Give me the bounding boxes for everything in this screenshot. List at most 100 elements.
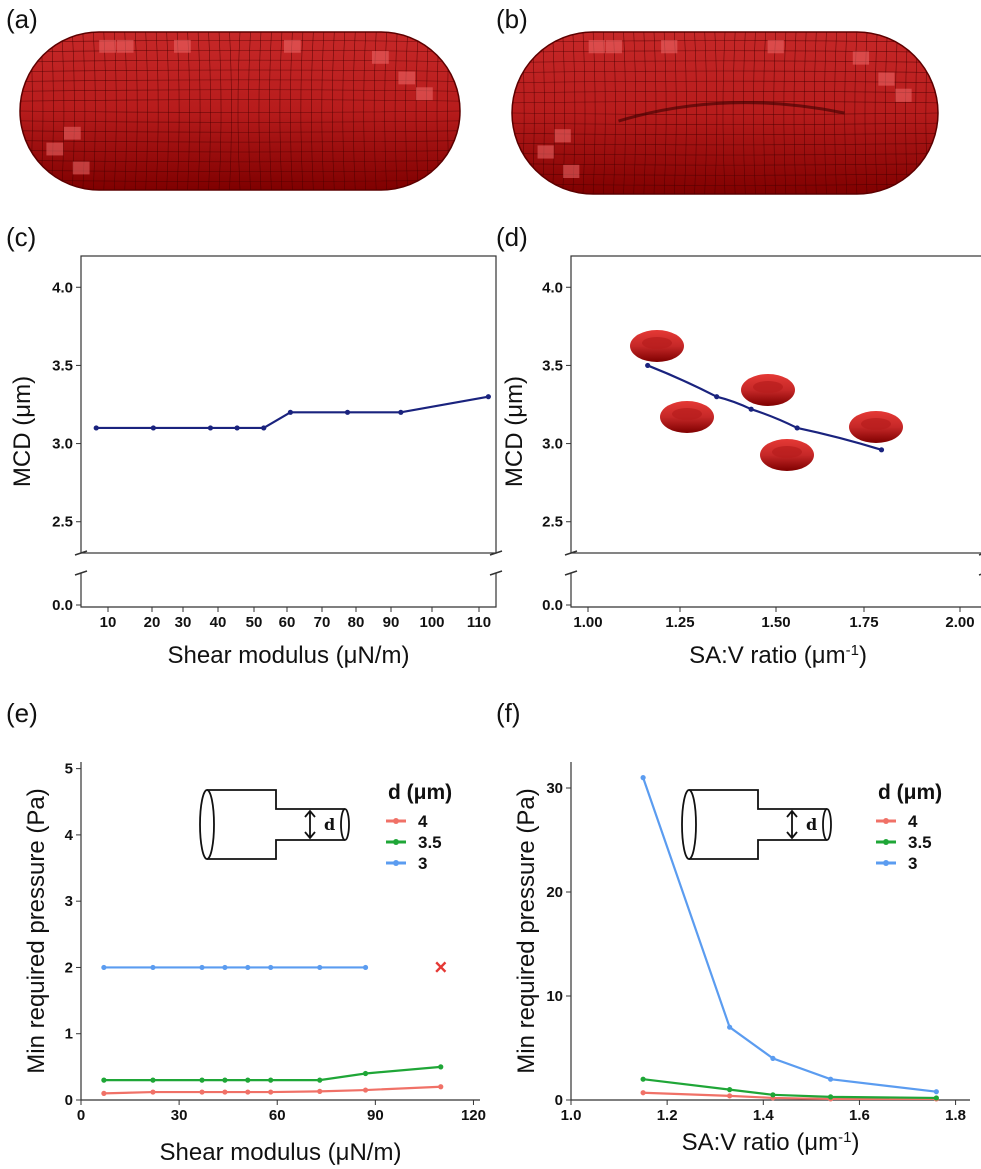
- data-point: [878, 447, 885, 453]
- x-tick-label: 1.00: [573, 614, 602, 631]
- data-point: [199, 964, 205, 971]
- x-axis-label-end: ): [851, 1129, 859, 1156]
- data-point: [748, 406, 754, 412]
- plot-frame-upper: [570, 255, 981, 554]
- y-tick-label: 5: [65, 761, 73, 778]
- y-tick-label: 3.0: [52, 436, 73, 453]
- y-tick-label: 3: [65, 893, 73, 910]
- data-point: [714, 394, 720, 400]
- cell-rendering-b: [511, 31, 939, 195]
- chart-e: 0 30 60 90 120 0 1 2 3 4 5 Shear modulus (μN/m) Min …: [23, 761, 486, 1166]
- data-point: [362, 1070, 369, 1077]
- data-point: [362, 964, 369, 971]
- y-tick-label: 20: [546, 884, 563, 901]
- data-point: [101, 1077, 107, 1083]
- x-axis-label: Shear modulus (μN/m): [160, 1139, 402, 1166]
- y-tick-label: 2.5: [52, 514, 73, 531]
- chart-d: 1.00 1.25 1.50 1.75 2.00 0.0 2.5 3.0 3.5 4.0 SA:V …: [501, 255, 981, 670]
- x-tick-label: 70: [314, 614, 331, 631]
- data-point: [485, 394, 491, 400]
- data-point: [287, 409, 294, 415]
- legend-label: 3.5: [418, 833, 442, 852]
- diameter-arrow: [786, 809, 798, 840]
- data-point: [101, 1090, 107, 1096]
- data-point: [268, 1089, 274, 1095]
- data-point: [93, 425, 99, 431]
- data-point: [150, 1089, 156, 1095]
- y-tick-label: 3.0: [542, 436, 563, 453]
- data-point: [827, 1094, 834, 1100]
- legend-title: d (μm): [878, 781, 942, 804]
- legend-dot: [883, 860, 889, 866]
- rbc-icon: [849, 411, 903, 443]
- data-point: [199, 1089, 205, 1095]
- legend-dot: [393, 818, 399, 824]
- y-tick-label: 0: [555, 1092, 563, 1109]
- data-point: [245, 1089, 251, 1095]
- axis-break-mark: [564, 550, 578, 576]
- x-tick-label: 0: [77, 1107, 85, 1124]
- x-tick-label: 1.2: [657, 1107, 678, 1124]
- data-point: [261, 425, 267, 431]
- legend-dot: [883, 818, 889, 824]
- data-point: [317, 964, 323, 971]
- panel-label-e: (e): [6, 698, 38, 728]
- x-tick-label: 90: [383, 614, 400, 631]
- diameter-label: d: [806, 815, 817, 834]
- chart-c: 10 20 30 40 50 60 70 80 90 100 110 0.0 2.5 3.0 3.5 4.0 S…: [9, 255, 503, 669]
- y-tick-label: 30: [546, 780, 563, 797]
- data-point: [101, 964, 107, 971]
- y-tick-label: 3.5: [542, 357, 563, 374]
- legend-title: d (μm): [388, 781, 452, 804]
- data-point: [398, 409, 404, 415]
- x-tick-label: 2.00: [945, 614, 974, 631]
- x-tick-label: 30: [175, 614, 192, 631]
- data-point: [438, 1084, 444, 1090]
- data-point: [222, 964, 228, 971]
- data-point: [222, 1077, 228, 1083]
- data-point: [645, 362, 651, 369]
- panel-label-f: (f): [496, 698, 521, 728]
- channel-schematic: [199, 789, 350, 860]
- failure-marker: ×: [434, 954, 447, 979]
- data-point: [245, 964, 251, 971]
- legend-dot: [883, 839, 889, 845]
- x-tick-label: 120: [461, 1107, 486, 1124]
- mesh-grid: [512, 32, 938, 194]
- dimple-crease: [618, 101, 845, 123]
- x-tick-label: 10: [100, 614, 117, 631]
- y-tick-label: 2: [65, 959, 73, 976]
- x-axis-label-sup: -1: [838, 1129, 851, 1146]
- legend-label: 3: [908, 854, 917, 873]
- x-tick-label: 1.75: [849, 614, 878, 631]
- data-point: [933, 1089, 939, 1095]
- x-tick-label: 1.8: [945, 1107, 966, 1124]
- x-tick-label: 1.4: [753, 1107, 775, 1124]
- data-point: [794, 425, 800, 431]
- x-tick-label: 90: [367, 1107, 384, 1124]
- y-tick-label: 4.0: [542, 279, 563, 296]
- legend-label: 3: [418, 854, 427, 873]
- axis-break-mark: [74, 550, 88, 576]
- data-point: [150, 964, 156, 971]
- x-tick-label: 30: [171, 1107, 188, 1124]
- x-tick-label: 1.0: [561, 1107, 582, 1124]
- y-tick-label: 1: [65, 1026, 73, 1043]
- y-tick-label: 2.5: [542, 514, 563, 531]
- y-axis-label: MCD (μm): [501, 376, 528, 487]
- data-point: [199, 1077, 205, 1083]
- data-point: [770, 1055, 776, 1061]
- series-line-3: [642, 777, 937, 1093]
- data-point: [640, 1090, 646, 1096]
- data-point: [344, 409, 351, 415]
- data-point: [933, 1095, 939, 1101]
- data-point: [438, 1064, 444, 1070]
- data-point: [827, 1076, 834, 1082]
- data-point: [268, 1077, 274, 1083]
- x-axis-label: SA:V ratio (μm-1): [682, 1129, 860, 1157]
- data-point: [317, 1088, 323, 1094]
- legend-label: 4: [908, 812, 918, 831]
- data-point: [245, 1077, 251, 1083]
- rbc-icon: [741, 374, 795, 406]
- x-axis-label: SA:V ratio (μm-1): [689, 642, 867, 670]
